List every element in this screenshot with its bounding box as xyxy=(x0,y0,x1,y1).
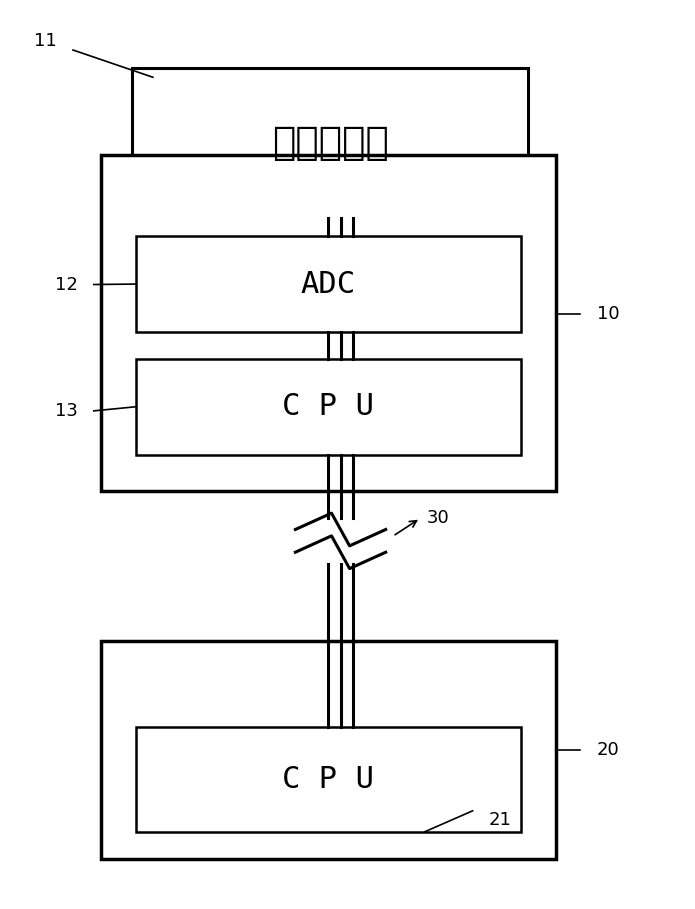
Text: 20: 20 xyxy=(597,741,619,759)
Bar xyxy=(101,155,556,491)
Text: 11: 11 xyxy=(34,32,56,50)
Text: ADC: ADC xyxy=(301,270,356,298)
Bar xyxy=(136,727,521,832)
Text: 21: 21 xyxy=(489,811,512,829)
Bar xyxy=(136,359,521,454)
Text: C P U: C P U xyxy=(282,765,375,794)
Text: C P U: C P U xyxy=(282,393,375,421)
Text: 30: 30 xyxy=(427,509,449,527)
Bar xyxy=(101,641,556,859)
Bar xyxy=(132,68,528,218)
Text: 10: 10 xyxy=(597,305,619,323)
Text: 12: 12 xyxy=(55,275,77,294)
Text: 13: 13 xyxy=(55,402,77,420)
Text: 温度传感器: 温度传感器 xyxy=(272,125,389,162)
Bar xyxy=(136,236,521,332)
